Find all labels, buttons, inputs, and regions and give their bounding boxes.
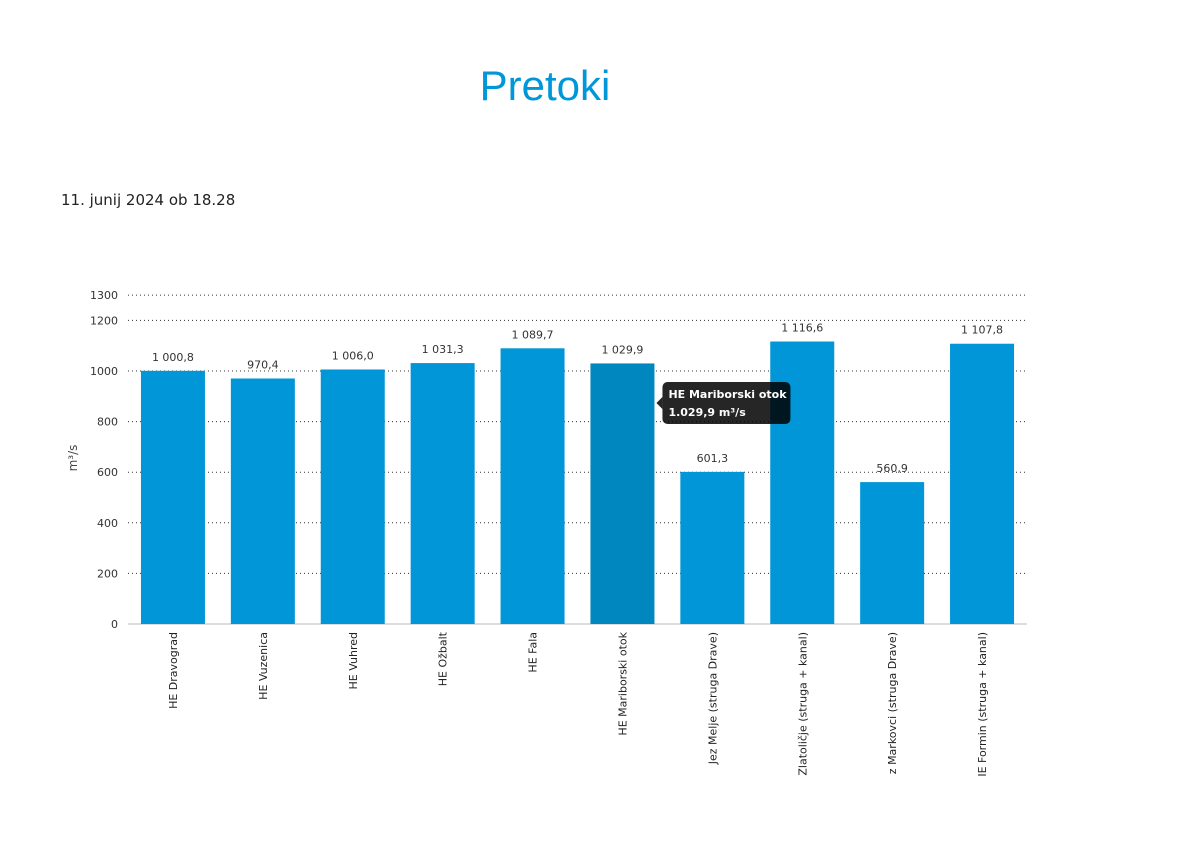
timestamp: 11. junij 2024 ob 18.28 [61,191,236,209]
data-label: 1 031,3 [422,343,464,356]
page-title: Pretoki [479,62,611,109]
bar[interactable] [950,343,1015,624]
y-tick-label: 200 [97,567,118,580]
x-tick-label: IE Formin (struga + kanal) [976,632,989,777]
tooltip-value: 1.029,9 m³/s [668,406,746,419]
x-tick-label: HE Fala [527,632,540,673]
tooltip [662,382,791,424]
data-label: 1 116,6 [781,322,823,335]
data-label: 1 029,9 [601,343,643,356]
x-tick-label: Zlatoličje (struga + kanal) [796,632,809,776]
bar[interactable] [590,363,655,624]
data-label: 1 000,8 [152,351,194,364]
y-tick-label: 0 [111,618,118,631]
x-tick-label: HE Ožbalt [437,631,450,686]
x-tick-label: HE Vuhred [347,632,360,689]
y-tick-label: 600 [97,466,118,479]
bar[interactable] [320,369,385,624]
bar[interactable] [140,370,205,624]
bar[interactable] [860,482,925,624]
data-label: 601,3 [697,452,729,465]
data-label: 1 089,7 [512,328,554,341]
data-label: 1 006,0 [332,349,374,362]
x-tick-label: z Markovci (struga Drave) [886,632,899,774]
data-label: 970,4 [247,358,279,371]
bar[interactable] [680,471,745,624]
bar[interactable] [500,348,565,624]
x-tick-label: HE Dravograd [167,632,180,709]
y-tick-label: 1200 [90,314,118,327]
bar[interactable] [410,363,475,624]
y-axis-label: m³/s [66,445,80,472]
tooltip-caret [656,397,663,409]
x-tick-label: HE Mariborski otok [616,631,629,735]
data-label: 560,9 [876,462,908,475]
y-tick-label: 1000 [90,365,118,378]
x-tick-label: HE Vuzenica [257,632,270,700]
bar[interactable] [230,378,295,624]
y-tick-label: 400 [97,517,118,530]
data-label: 1 107,8 [961,324,1003,337]
tooltip-title: HE Mariborski otok [668,388,787,401]
y-tick-label: 1300 [90,289,118,302]
x-tick-label: Jez Melje (struga Drave) [706,632,719,765]
y-tick-label: 800 [97,416,118,429]
